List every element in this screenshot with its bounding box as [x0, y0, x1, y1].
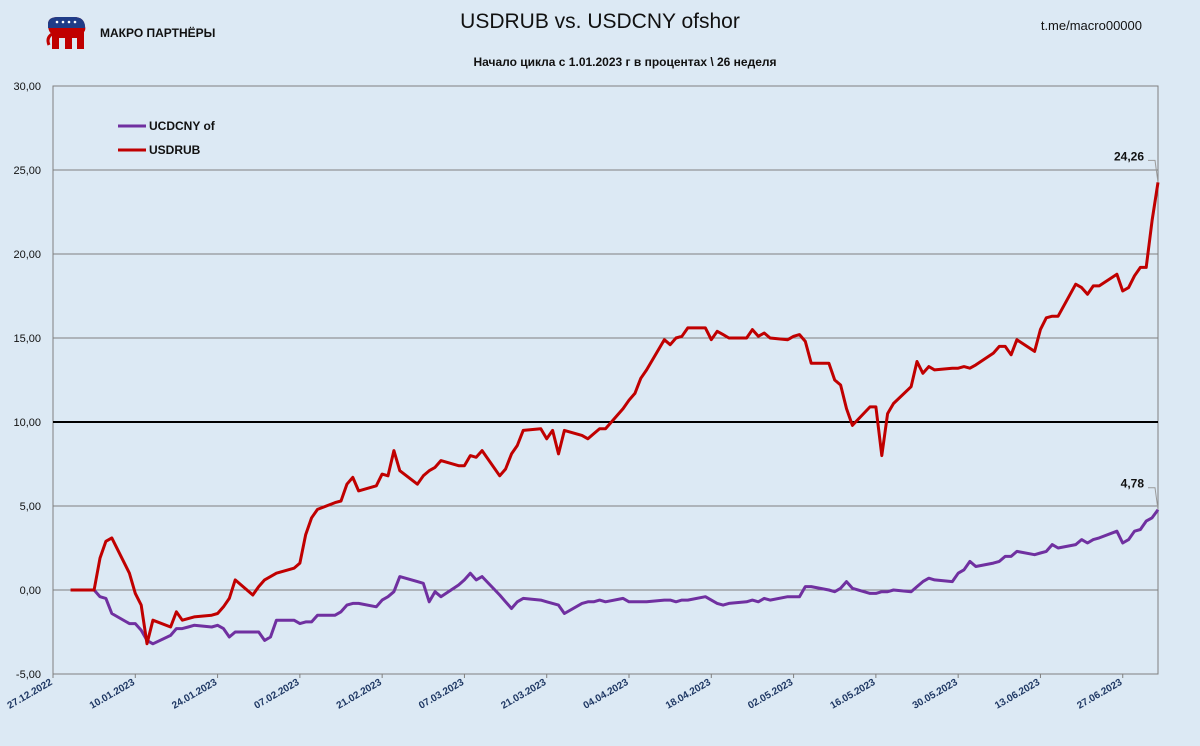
x-tick-label: 30.05.2023	[911, 677, 960, 712]
brand-name: МАКРО ПАРТНЁРЫ	[100, 26, 216, 40]
end-label-leader	[1148, 487, 1159, 510]
x-tick-label: 07.02.2023	[253, 677, 302, 712]
y-tick-label: 25,00	[13, 165, 41, 177]
x-tick-label: 02.05.2023	[746, 677, 795, 712]
x-tick-label: 27.06.2023	[1075, 677, 1124, 712]
channel-link[interactable]: t.me/macro00000	[1040, 18, 1142, 33]
x-tick-label: 24.01.2023	[170, 677, 219, 712]
x-tick-label: 18.04.2023	[664, 677, 713, 712]
x-tick-label: 13.06.2023	[993, 677, 1042, 712]
y-tick-label: 20,00	[13, 249, 41, 261]
end-label: 4,78	[1121, 477, 1145, 491]
y-tick-label: 30,00	[13, 81, 41, 93]
x-tick-label: 21.03.2023	[499, 677, 548, 712]
chart-subtitle: Начало цикла с 1.01.2023 г в процентах \…	[473, 55, 777, 69]
end-label: 24,26	[1114, 149, 1144, 163]
brand: МАКРО ПАРТНЁРЫ	[44, 16, 215, 50]
x-tick-label: 16.05.2023	[829, 677, 878, 712]
x-tick-label: 27.12.2022	[6, 677, 55, 712]
y-tick-label: 0,00	[20, 585, 41, 597]
series-line-usdcny	[70, 508, 1160, 646]
legend-label: USDRUB	[149, 143, 201, 157]
y-tick-label: 5,00	[20, 501, 41, 513]
elephant-logo-icon	[46, 17, 86, 49]
x-tick-label: 21.02.2023	[335, 677, 384, 712]
chart-title: USDRUB vs. USDCNY ofshor	[460, 10, 740, 33]
plot-area	[52, 85, 1159, 675]
series-line-usdrub	[70, 182, 1160, 646]
x-tick-label: 10.01.2023	[88, 677, 137, 712]
legend-label: UCDCNY of	[149, 119, 216, 133]
y-tick-label: -5,00	[16, 669, 41, 681]
end-label-leader	[1148, 159, 1159, 183]
x-tick-label: 07.03.2023	[417, 677, 466, 712]
y-tick-label: 15,00	[13, 333, 41, 345]
y-tick-label: 10,00	[13, 417, 41, 429]
x-tick-label: 04.04.2023	[582, 677, 631, 712]
